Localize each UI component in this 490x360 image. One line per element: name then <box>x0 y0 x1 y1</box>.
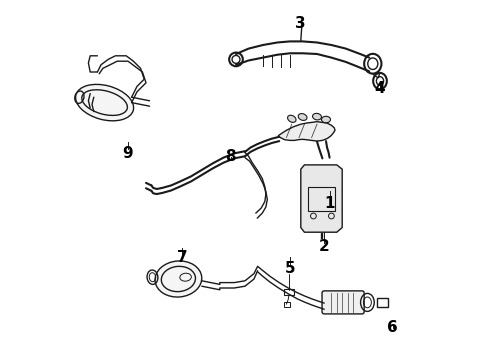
Bar <box>284 302 291 307</box>
Text: 8: 8 <box>225 149 236 164</box>
Text: 7: 7 <box>177 250 187 265</box>
Ellipse shape <box>288 115 296 122</box>
Ellipse shape <box>321 116 330 123</box>
Text: 2: 2 <box>319 239 330 254</box>
Ellipse shape <box>155 261 202 297</box>
FancyBboxPatch shape <box>322 291 364 314</box>
Ellipse shape <box>298 114 307 120</box>
Polygon shape <box>301 165 342 232</box>
Text: 9: 9 <box>122 145 133 161</box>
Bar <box>308 187 335 211</box>
Polygon shape <box>278 122 335 141</box>
Bar <box>377 298 388 307</box>
Text: 4: 4 <box>375 81 385 96</box>
Text: 6: 6 <box>387 320 398 335</box>
Text: 3: 3 <box>295 16 306 31</box>
Ellipse shape <box>75 84 134 121</box>
Text: 1: 1 <box>324 196 335 211</box>
Ellipse shape <box>313 113 321 120</box>
Bar <box>284 289 294 295</box>
Text: 5: 5 <box>285 261 295 276</box>
